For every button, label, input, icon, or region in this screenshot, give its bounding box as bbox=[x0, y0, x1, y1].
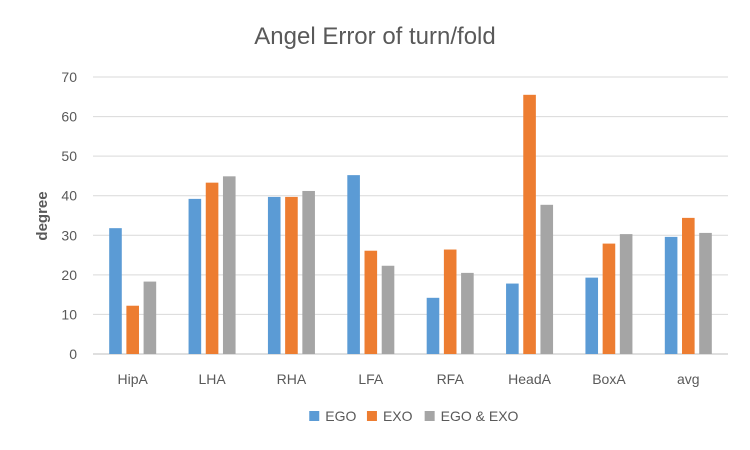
bar-rha-ego-exo bbox=[302, 190, 315, 354]
bar-avg-ego bbox=[664, 236, 678, 354]
legend-swatch bbox=[424, 411, 435, 421]
y-tick-label: 30 bbox=[61, 227, 77, 243]
legend: EGO EXO EGO & EXO bbox=[309, 408, 519, 424]
chart-title: Angel Error of turn/fold bbox=[254, 23, 495, 50]
x-axis-ticks: HipA LHA RHA LFA RFA HeadA BoxA avg bbox=[118, 371, 700, 387]
x-tick-label: RFA bbox=[437, 371, 465, 387]
bar-rha-exo bbox=[285, 196, 298, 354]
y-tick-label: 70 bbox=[61, 69, 77, 85]
bar-heada-ego bbox=[506, 283, 519, 354]
bar-lfa-ego-exo bbox=[381, 265, 395, 354]
legend-label: EXO bbox=[383, 408, 413, 424]
bar-lfa-ego bbox=[347, 175, 360, 354]
bar-hipa-ego bbox=[109, 228, 122, 354]
bar-avg-ego-exo bbox=[699, 232, 712, 354]
x-tick-label: LHA bbox=[198, 371, 226, 387]
legend-label: EGO & EXO bbox=[441, 408, 519, 424]
x-tick-label: avg bbox=[677, 371, 700, 387]
x-tick-label: RHA bbox=[277, 371, 307, 387]
x-tick-label: BoxA bbox=[592, 371, 626, 387]
bar-rha-ego bbox=[267, 196, 281, 354]
bar-boxa-exo bbox=[602, 243, 616, 354]
bars bbox=[109, 94, 712, 355]
y-tick-label: 0 bbox=[69, 346, 77, 362]
bar-lha-ego bbox=[188, 198, 202, 354]
bar-hipa-exo bbox=[126, 305, 139, 354]
bar-rfa-ego bbox=[426, 297, 440, 354]
y-tick-label: 10 bbox=[61, 306, 77, 322]
bar-hipa-ego-exo bbox=[143, 281, 157, 354]
x-tick-label: HipA bbox=[118, 371, 149, 387]
y-tick-label: 40 bbox=[61, 188, 77, 204]
bar-avg-exo bbox=[682, 217, 695, 354]
bar-rfa-exo bbox=[443, 249, 457, 354]
gridlines bbox=[93, 76, 728, 355]
x-tick-label: HeadA bbox=[508, 371, 551, 387]
legend-swatch bbox=[309, 411, 320, 421]
bar-boxa-ego-exo bbox=[619, 234, 633, 354]
x-tick-label: LFA bbox=[358, 371, 384, 387]
bar-heada-exo bbox=[523, 94, 536, 355]
y-axis-ticks: 0 10 20 30 40 50 60 70 bbox=[61, 69, 77, 362]
y-tick-label: 20 bbox=[61, 267, 77, 283]
legend-label: EGO bbox=[325, 408, 356, 424]
y-tick-label: 50 bbox=[61, 148, 77, 164]
y-axis-label: degree bbox=[34, 191, 51, 240]
bar-rfa-ego-exo bbox=[461, 272, 474, 354]
bar-lha-ego-exo bbox=[222, 176, 236, 354]
bar-lha-exo bbox=[205, 182, 219, 354]
bar-boxa-ego bbox=[585, 277, 599, 354]
bar-heada-ego-exo bbox=[540, 204, 554, 354]
legend-swatch bbox=[366, 411, 377, 421]
y-tick-label: 60 bbox=[61, 109, 77, 125]
bar-lfa-exo bbox=[364, 250, 378, 354]
